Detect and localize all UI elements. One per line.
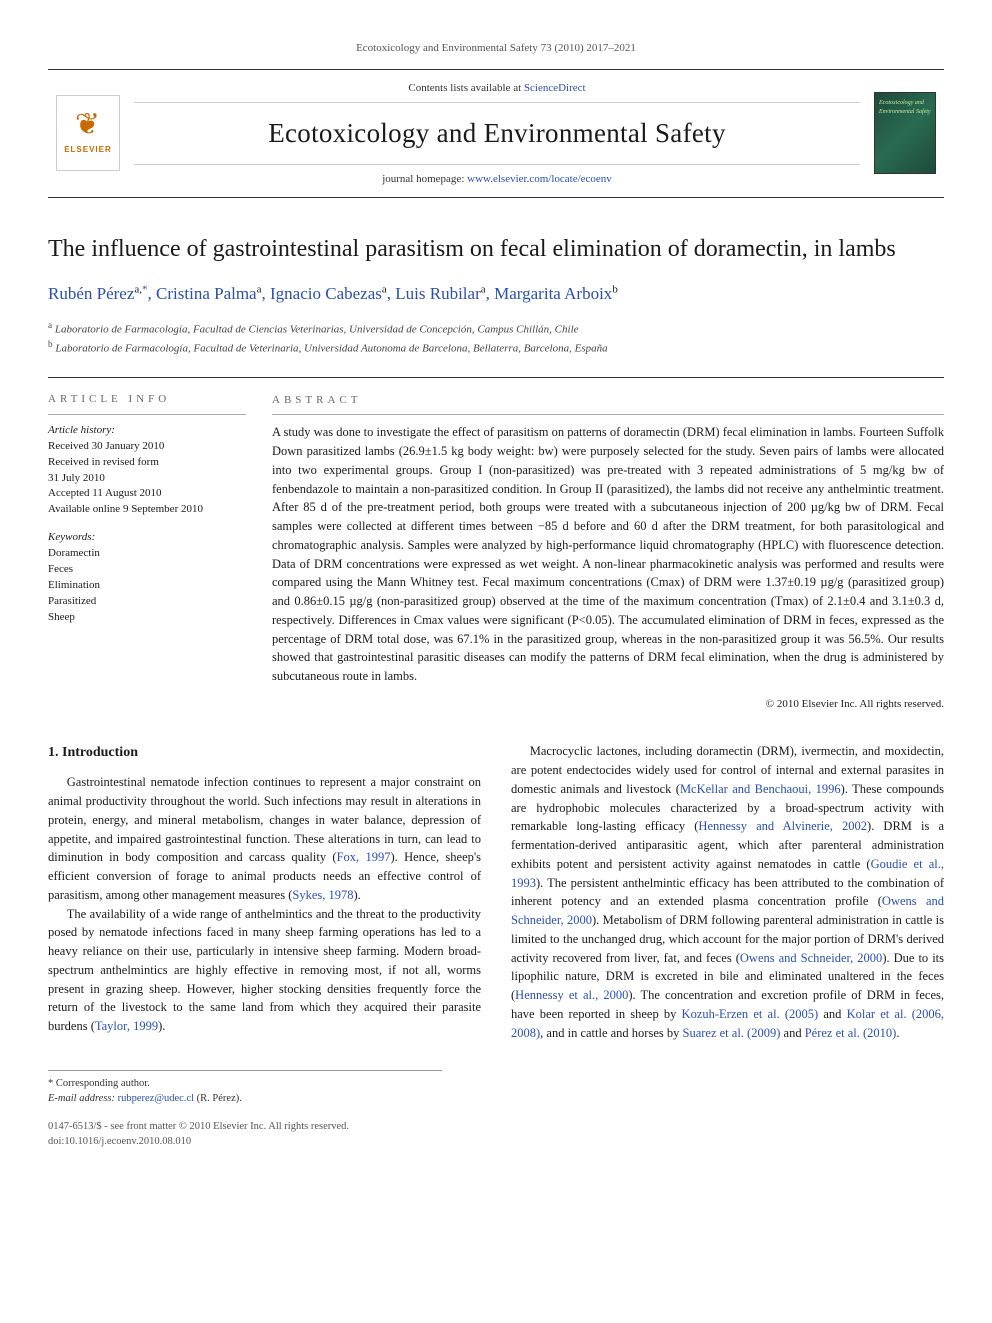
elsevier-tree-icon: ❦ [75, 110, 101, 140]
author-cabezas[interactable]: , Ignacio Cabezas [262, 284, 382, 303]
cover-title-text: Ecotoxicology and Environmental Safety [875, 99, 935, 117]
corresponding-email-link[interactable]: rubperez@udec.cl [118, 1093, 194, 1104]
intro-heading: 1. Introduction [48, 742, 481, 763]
journal-title: Ecotoxicology and Environmental Safety [134, 113, 860, 154]
intro-p1: Gastrointestinal nematode infection cont… [48, 773, 481, 904]
history-revised-line1: Received in revised form [48, 455, 246, 471]
ref-link[interactable]: Kozuh-Erzen et al. (2005) [682, 1007, 819, 1021]
journal-reference: Ecotoxicology and Environmental Safety 7… [48, 40, 944, 57]
issn-line: 0147-6513/$ - see front matter © 2010 El… [48, 1119, 944, 1135]
author-palma[interactable]: , Cristina Palma [148, 284, 257, 303]
elsevier-logo[interactable]: ❦ ELSEVIER [56, 95, 120, 171]
history-accepted: Accepted 11 August 2010 [48, 486, 246, 502]
journal-cover-thumbnail[interactable]: Ecotoxicology and Environmental Safety [874, 92, 936, 174]
body-text: 1. Introduction Gastrointestinal nematod… [48, 742, 944, 1042]
abstract-heading: abstract [272, 392, 944, 416]
corresponding-email-line: E-mail address: rubperez@udec.cl (R. Pér… [48, 1092, 442, 1107]
contents-line: Contents lists available at ScienceDirec… [134, 80, 860, 104]
ref-link[interactable]: Sykes, 1978 [292, 888, 353, 902]
email-suffix: (R. Pérez). [194, 1093, 242, 1104]
author-rubilar[interactable]: , Luis Rubilar [387, 284, 481, 303]
affiliations: a Laboratorio de Farmacología, Facultad … [48, 319, 944, 357]
ref-link[interactable]: Pérez et al. (2010) [805, 1026, 897, 1040]
author-sup: a,* [134, 284, 147, 296]
intro-p3: Macrocyclic lactones, including doramect… [511, 742, 944, 1042]
elsevier-label: ELSEVIER [64, 144, 112, 156]
homepage-link[interactable]: www.elsevier.com/locate/ecoenv [467, 173, 612, 185]
contents-prefix: Contents lists available at [408, 82, 523, 94]
history-revised-line2: 31 July 2010 [48, 471, 246, 487]
author-arboix[interactable]: , Margarita Arboix [486, 284, 613, 303]
affil-sup: b [48, 339, 53, 349]
keyword: Elimination [48, 578, 246, 594]
intro-p2: The availability of a wide range of anth… [48, 905, 481, 1036]
masthead-center: Contents lists available at ScienceDirec… [134, 80, 860, 188]
abstract-copyright: © 2010 Elsevier Inc. All rights reserved… [272, 696, 944, 713]
affiliation-a: a Laboratorio de Farmacología, Facultad … [48, 319, 944, 338]
keyword: Doramectin [48, 546, 246, 562]
corresponding-label: * Corresponding author. [48, 1077, 442, 1092]
keyword: Parasitized [48, 594, 246, 610]
email-label: E-mail address: [48, 1093, 118, 1104]
sciencedirect-link[interactable]: ScienceDirect [524, 82, 586, 94]
doi-line: doi:10.1016/j.ecoenv.2010.08.010 [48, 1134, 944, 1150]
abstract-text: A study was done to investigate the effe… [272, 423, 944, 686]
ref-link[interactable]: Taylor, 1999 [95, 1019, 158, 1033]
ref-link[interactable]: Suarez et al. (2009) [683, 1026, 781, 1040]
homepage-line: journal homepage: www.elsevier.com/locat… [134, 164, 860, 188]
affiliation-b: b Laboratorio de Farmacología, Facultad … [48, 338, 944, 357]
author-perez[interactable]: Rubén Pérez [48, 284, 134, 303]
keyword: Feces [48, 562, 246, 578]
info-abstract-row: article info Article history: Received 3… [48, 377, 944, 713]
abstract-block: abstract A study was done to investigate… [272, 392, 944, 713]
history-received: Received 30 January 2010 [48, 439, 246, 455]
ref-link[interactable]: McKellar and Benchaoui, 1996 [680, 782, 841, 796]
homepage-prefix: journal homepage: [382, 173, 467, 185]
keyword: Sheep [48, 610, 246, 626]
corresponding-author-footer: * Corresponding author. E-mail address: … [48, 1070, 442, 1106]
article-info-block: article info Article history: Received 3… [48, 392, 246, 713]
ref-link[interactable]: Owens and Schneider, 2000 [740, 951, 882, 965]
affil-sup: a [48, 320, 52, 330]
footer-meta: 0147-6513/$ - see front matter © 2010 El… [48, 1119, 944, 1151]
ref-link[interactable]: Hennessy and Alvinerie, 2002 [698, 819, 867, 833]
author-sup: b [612, 284, 618, 296]
keywords-label: Keywords: [48, 530, 246, 546]
article-title: The influence of gastrointestinal parasi… [48, 234, 944, 265]
history-label: Article history: [48, 423, 246, 439]
article-info-heading: article info [48, 392, 246, 415]
history-online: Available online 9 September 2010 [48, 502, 246, 518]
ref-link[interactable]: Hennessy et al., 2000 [515, 988, 628, 1002]
journal-reference-text: Ecotoxicology and Environmental Safety 7… [356, 42, 636, 54]
authors-line: Rubén Péreza,*, Cristina Palmaa, Ignacio… [48, 281, 944, 307]
masthead: ❦ ELSEVIER Contents lists available at S… [48, 69, 944, 199]
ref-link[interactable]: Fox, 1997 [337, 850, 391, 864]
